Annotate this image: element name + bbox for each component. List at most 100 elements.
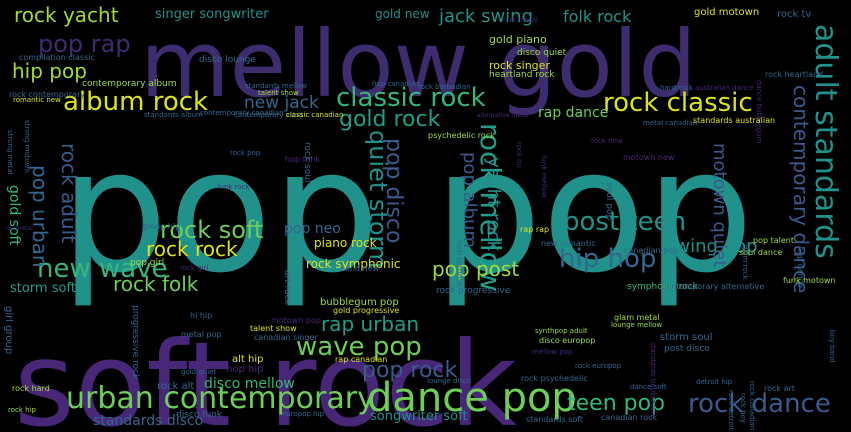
cloud-word: progressive rock: [130, 305, 140, 380]
cloud-word: dance pop: [367, 375, 577, 421]
cloud-word: motown pop: [271, 316, 321, 325]
cloud-word: gold piano: [489, 33, 547, 46]
cloud-word: funk mellow: [540, 155, 548, 198]
cloud-word: dance soft: [630, 383, 667, 391]
cloud-word: rap rap: [520, 225, 549, 234]
cloud-word: contemporary canadian: [200, 109, 284, 117]
cloud-word: heartland rock: [489, 70, 555, 80]
cloud-word: art rock: [282, 270, 292, 306]
cloud-word: songwriter soft: [370, 409, 468, 424]
cloud-word: rock progressive: [436, 286, 511, 296]
cloud-word: pop disco: [381, 138, 406, 243]
cloud-word: standards australian: [693, 116, 775, 125]
cloud-word: singer songwriter: [155, 7, 269, 22]
cloud-word: disco mellow: [204, 376, 295, 392]
cloud-word: disco europop: [539, 336, 595, 345]
cloud-word: disco quiet: [517, 48, 567, 58]
cloud-word: synthpop adult: [535, 327, 588, 335]
cloud-word: europop hip: [282, 410, 325, 418]
cloud-word: folk rock: [563, 7, 632, 26]
cloud-word: contemporary adult: [234, 111, 304, 119]
cloud-word: mellow gold: [140, 11, 697, 118]
cloud-word: funk rock: [217, 183, 250, 191]
cloud-word: standards mellow: [245, 82, 307, 90]
cloud-word: dance bubblegum: [755, 80, 763, 143]
cloud-word: hi hip: [190, 311, 212, 320]
cloud-word: alternative metal: [477, 112, 529, 119]
cloud-word: gold progressive: [333, 306, 399, 315]
cloud-word: pop rap: [38, 30, 131, 58]
cloud-word: disco funk: [176, 410, 223, 420]
cloud-word: rock art: [764, 384, 795, 393]
cloud-word: rock europop: [575, 362, 622, 370]
cloud-word: psychedelic rock: [428, 131, 495, 140]
cloud-word: australian dance: [695, 84, 753, 92]
cloud-word: hop toronto: [455, 240, 464, 287]
cloud-word: pop pop: [60, 113, 754, 311]
cloud-word: adult standards: [808, 24, 843, 259]
cloud-word: teen pop: [567, 391, 665, 416]
cloud-word: yacht rock: [483, 157, 504, 252]
cloud-word: rock hip: [8, 406, 37, 414]
cloud-word: girl group: [3, 306, 14, 354]
cloud-word: detroit hip: [696, 378, 733, 386]
cloud-word: compilation classic: [19, 53, 95, 62]
cloud-word: lounge mellow: [611, 321, 662, 329]
cloud-word: gold new: [375, 7, 430, 21]
cloud-word: rock new: [591, 137, 623, 145]
cloud-word: boy band: [828, 330, 836, 363]
cloud-word: classic rock: [336, 83, 486, 113]
cloud-word: quiet storm: [364, 130, 392, 268]
cloud-word: contemporary alternative: [662, 282, 764, 291]
cloud-word: romantic new: [13, 96, 61, 104]
cloud-word: new jack: [244, 93, 319, 113]
cloud-word: rock symphonic: [306, 257, 401, 271]
cloud-word: pop rock: [362, 358, 458, 383]
cloud-word: standards bubblegum: [649, 342, 657, 419]
cloud-word: contemporary album: [82, 79, 177, 89]
cloud-word: standards soft: [526, 415, 583, 424]
cloud-word: rock soft: [160, 216, 263, 244]
cloud-word: canadian rock: [601, 413, 657, 422]
cloud-word: rock adult: [57, 143, 81, 243]
cloud-word: strong motown: [23, 120, 31, 173]
cloud-word: post disco: [664, 344, 710, 354]
cloud-word: hop dance: [796, 246, 805, 288]
cloud-word: rock barbadian: [418, 83, 471, 91]
cloud-word: motown new: [623, 153, 675, 162]
cloud-word: rock contemporary: [9, 90, 85, 99]
cloud-word: gold rock: [339, 107, 441, 132]
cloud-word: group hip: [142, 222, 180, 231]
cloud-word: rock alt: [157, 381, 194, 392]
cloud-word: alt hip: [232, 354, 263, 365]
cloud-word: nu metal: [6, 225, 33, 232]
cloud-word: pop talent: [753, 236, 794, 245]
cloud-word: funk motown: [783, 276, 835, 285]
cloud-word: rock nu: [515, 142, 523, 168]
cloud-word: hard rock: [660, 84, 694, 92]
cloud-word: rock canadian: [748, 381, 756, 430]
cloud-word: urban contemporary: [66, 381, 375, 416]
cloud-word: hop canadian: [372, 80, 419, 88]
cloud-word: mellow pop: [532, 348, 573, 356]
cloud-word: pop post: [432, 257, 519, 281]
cloud-word: metal canadian: [643, 119, 697, 127]
cloud-word: soft rock: [14, 317, 517, 432]
cloud-word: jack swing: [438, 6, 533, 27]
cloud-word: lounge disco: [427, 377, 471, 385]
cloud-word: rock hard: [12, 384, 50, 393]
cloud-word: rock yacht: [14, 3, 119, 27]
cloud-word: glam rock: [741, 245, 749, 281]
cloud-word: storm soul: [660, 332, 713, 343]
cloud-word: soul pop: [604, 182, 614, 220]
cloud-word: rock classic: [603, 88, 753, 118]
cloud-word: talent show: [250, 324, 297, 333]
cloud-word: gold quiet: [181, 368, 216, 376]
cloud-word: rock folk: [113, 272, 199, 296]
cloud-word: piano rock: [314, 236, 377, 250]
cloud-word: disco lounge: [199, 55, 256, 65]
cloud-word: pop neo: [284, 221, 341, 237]
cloud-word: contemporary dance: [789, 85, 813, 293]
cloud-word: strong metal: [6, 130, 14, 175]
